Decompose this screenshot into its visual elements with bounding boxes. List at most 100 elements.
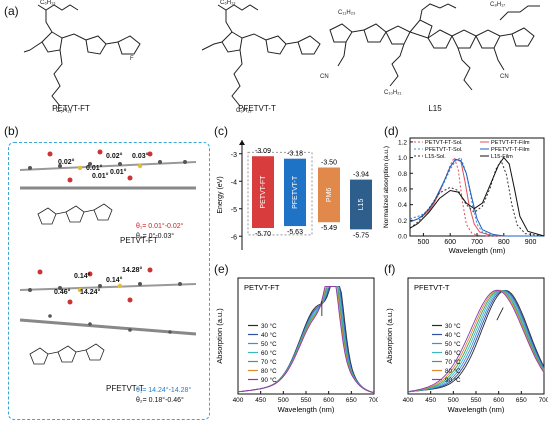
conformation-pfetvt-t [19,267,197,336]
svg-text:C₁₀H₂₁: C₁₀H₂₁ [384,90,402,96]
x-tick-label-5: 650 [516,397,527,404]
legend-label-3: 60 °C [445,350,461,357]
x-tick-label-1: 600 [444,239,456,246]
x-tick-label-3: 550 [301,397,312,404]
lumo-label-0: -3.09 [255,148,271,155]
energy-bar-pm6 [318,167,340,223]
lumo-label-2: -3.50 [321,160,337,167]
y-axis-label: Absorption (a.u.) [385,308,394,364]
theta1-petvt-ft: θ₁= 0.01°-0.02° [136,222,184,230]
x-axis-label: Wavelength (nm) [278,405,335,414]
y-tick-label-0: 0.0 [398,234,407,241]
trend-arrow [496,307,504,321]
legend-label-5: 80 °C [261,368,277,375]
x-tick-label-0: 500 [418,239,430,246]
legend-label-0: 30 °C [261,323,277,330]
x-tick-label-2: 500 [278,397,289,404]
x-tick-label-1: 450 [425,397,436,404]
energy-bar-l15 [350,179,372,230]
panel-b-box [8,142,210,420]
x-tick-label-3: 550 [471,397,482,404]
x-tick-label-1: 450 [255,397,266,404]
legend-label-6: 90 °C [261,377,277,384]
chart-f-temperature: 400 450 500 550 600 650 700 Wavelength (nm) Abso… [385,277,548,414]
energy-bar-petvt-ft [252,156,274,228]
panel-a-structures: C₆H₁₃ C₆H₁₃ C₆H₁₃ C₆H₁₃ F C₁₁H₂₃ CN CN C… [23,0,540,114]
angle-top-5: 0.01° [110,168,127,176]
x-tick-label-5: 650 [346,397,357,404]
legend-label-4: L15-Sol. [425,154,446,160]
angle-top-1: 0.02° [106,152,123,160]
x-tick-label-6: 700 [539,397,548,404]
legend-label-4: 70 °C [261,359,277,366]
panel-label-a: (a) [4,4,19,18]
angle-top-2: 0.03° [132,152,149,160]
structure-l15 [329,3,540,91]
panel-label-e: (e) [214,262,229,276]
angle-bottom-1: 0.14° [106,276,123,284]
series-line-5 [407,289,545,393]
series-line-1 [407,289,545,393]
panel-label-b: (b) [4,124,19,138]
svg-text:C₆H₁₃: C₆H₁₃ [220,0,236,6]
chart-d-absorption: 500 600 700 800 900 0.0 0.2 0.4 0.6 0.8 1.0 1.2 Wave… [383,137,545,255]
y-tick-label-3: -6 [231,234,237,241]
x-tick-label-6: 700 [369,397,378,404]
svg-text:C₆H₁₃: C₆H₁₃ [236,108,252,114]
chart-e-temperature: 400 450 500 550 600 650 700 Wavelength (nm) Abso… [215,277,378,414]
angle-top-3: 0.01° [86,164,103,172]
legend-label-1: 40 °C [445,332,461,339]
dashed-group-box [247,151,313,236]
dihedral-structure-1 [37,203,113,225]
homo-label-1: -5.63 [287,229,303,236]
legend-label-3: PFETVT-T-Film [491,147,530,153]
svg-text:C₆H₁₃: C₆H₁₃ [40,0,56,6]
legend-label-2: PFETVT-T-Sol. [425,147,463,153]
structure-petvt-ft [23,4,141,107]
theta2-petvt-ft: θ₂= 0°-0.03° [136,232,174,240]
lumo-label-1: -3.18 [287,151,303,158]
molecule-name-2: PFETVT-T [238,104,276,113]
x-tick-label-4: 600 [323,397,334,404]
x-tick-label-2: 500 [448,397,459,404]
series-line-5 [409,156,545,237]
lumo-label-3: -3.94 [353,172,369,179]
angle-top-4: 0.01° [92,172,109,180]
bar-category-label-3: L15 [358,199,365,211]
panel-label-c: (c) [214,124,228,138]
legend-label-5: 80 °C [445,368,461,375]
chart-title: PFETVT-T [414,283,450,292]
energy-bar-pfetvt-t [284,158,306,227]
axis-arrow [239,140,245,145]
y-tick-label-1: -4 [231,179,237,186]
legend-label-5: L15-Film [491,154,513,160]
homo-label-3: -5.75 [353,232,369,239]
bar-category-label-2: PM6 [326,188,333,203]
y-axis-label: Absorption (a.u.) [215,308,224,364]
y-tick-label-3: 0.6 [398,186,407,193]
theta2-pfetvt-t: θ₂= 0.18°-0.46° [136,396,184,404]
legend-label-3: 60 °C [261,350,277,357]
series-line-5 [237,285,375,394]
legend-label-2: 50 °C [445,341,461,348]
y-tick-label-5: 1.0 [398,155,407,162]
svg-text:C₆H₁₃: C₆H₁₃ [56,108,72,114]
svg-text:C₈H₁₇: C₈H₁₇ [490,2,505,8]
series-line-6 [237,285,375,394]
legend-label-6: 90 °C [445,377,461,384]
legend-label-4: 70 °C [445,359,461,366]
molecule-name-1: PETVT-FT [52,104,90,113]
y-tick-label-4: 0.8 [398,171,407,178]
legend-label-0: PETVT-FT-Sol. [425,140,463,146]
x-axis-label: Wavelength (nm) [448,405,505,414]
chart-title: PETVT-FT [244,283,280,292]
series-line-4 [409,159,545,237]
x-tick-label-2: 700 [471,239,483,246]
y-axis-label: Normalized absorption (a.u.) [383,146,390,228]
x-tick-label-3: 800 [498,239,510,246]
angle-top-0: 0.02° [58,158,75,166]
conformation-petvt-ft [19,149,197,190]
y-tick-label-6: 1.2 [398,139,407,146]
bar-category-label-1: PFETVT-T [292,175,299,209]
angle-bottom-2: 14.28° [122,266,143,274]
